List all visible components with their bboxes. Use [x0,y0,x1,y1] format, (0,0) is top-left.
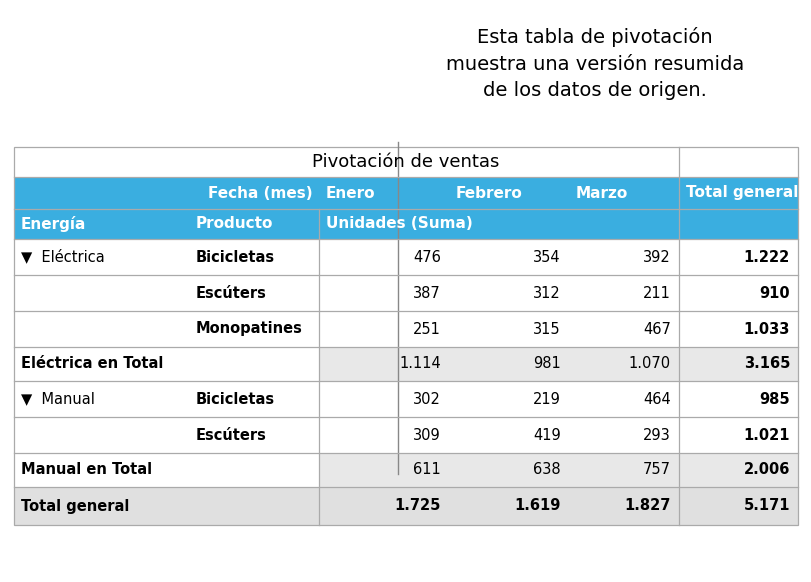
Text: Bicicletas: Bicicletas [195,250,275,264]
Text: 5.171: 5.171 [743,499,789,513]
Text: Febrero: Febrero [456,186,522,201]
Bar [14,275,797,311]
Bar [14,177,797,209]
Text: 219: 219 [533,392,560,406]
Text: 638: 638 [533,463,560,477]
Text: 611: 611 [413,463,440,477]
Text: 464: 464 [642,392,670,406]
Text: 251: 251 [413,321,440,336]
Bar [14,239,797,275]
Text: 1.619: 1.619 [514,499,560,513]
Text: 910: 910 [758,286,789,300]
Text: 1.725: 1.725 [394,499,440,513]
Text: 309: 309 [413,428,440,442]
Text: 1.222: 1.222 [743,250,789,264]
Bar [14,347,319,381]
Bar [14,381,797,417]
Text: Escúters: Escúters [195,286,267,300]
Text: Unidades (Suma): Unidades (Suma) [325,217,472,232]
Text: 354: 354 [533,250,560,264]
Text: 392: 392 [642,250,670,264]
Bar [14,147,797,525]
Text: 3.165: 3.165 [743,357,789,371]
Text: Manual en Total: Manual en Total [21,463,152,477]
Bar [319,453,797,487]
Text: Enero: Enero [325,186,375,201]
Text: Escúters: Escúters [195,428,267,442]
Bar [14,147,797,177]
Bar [14,487,797,525]
Text: 312: 312 [533,286,560,300]
Text: 387: 387 [413,286,440,300]
Text: Monopatines: Monopatines [195,321,303,336]
Text: Total general: Total general [685,186,797,201]
Text: Total general: Total general [21,499,129,513]
Text: ▼  Eléctrica: ▼ Eléctrica [21,250,105,264]
Text: 467: 467 [642,321,670,336]
Text: 315: 315 [533,321,560,336]
Text: 1.021: 1.021 [743,428,789,442]
Text: 419: 419 [533,428,560,442]
Text: Bicicletas: Bicicletas [195,392,275,406]
Text: 985: 985 [758,392,789,406]
Text: 981: 981 [533,357,560,371]
Text: Pivotación de ventas: Pivotación de ventas [312,153,499,171]
Text: 476: 476 [413,250,440,264]
Text: 211: 211 [642,286,670,300]
Text: 293: 293 [642,428,670,442]
Bar [14,311,797,347]
Text: 1.033: 1.033 [743,321,789,336]
Text: Producto: Producto [195,217,273,232]
Bar [14,209,797,239]
Text: Eléctrica en Total: Eléctrica en Total [21,357,163,371]
Bar [319,347,797,381]
Text: 1.827: 1.827 [624,499,670,513]
Text: Esta tabla de pivotación
muestra una versión resumida
de los datos de origen.: Esta tabla de pivotación muestra una ver… [445,27,743,100]
Bar [14,417,797,453]
Text: 302: 302 [413,392,440,406]
Text: 1.114: 1.114 [399,357,440,371]
Text: Fecha (mes): Fecha (mes) [208,186,312,201]
Bar [14,453,319,487]
Text: 2.006: 2.006 [743,463,789,477]
Text: Marzo: Marzo [575,186,628,201]
Text: ▼  Manual: ▼ Manual [21,392,95,406]
Text: Energía: Energía [21,216,86,232]
Text: 757: 757 [642,463,670,477]
Text: 1.070: 1.070 [628,357,670,371]
